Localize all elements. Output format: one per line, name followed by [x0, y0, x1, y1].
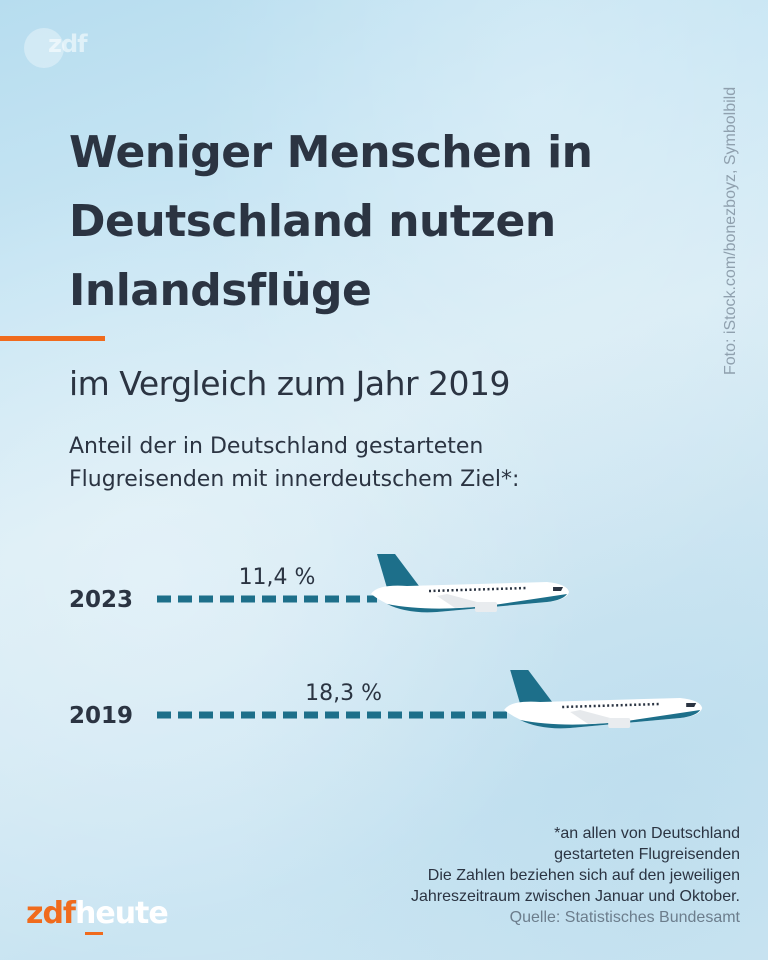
description-line: Flugreisenden mit innerdeutschem Ziel*: [69, 467, 520, 492]
chart: 2023 11,4 % 2019 18,3 % [69, 554, 703, 729]
footnote-line: Die Zahlen beziehen sich auf den jeweili… [427, 867, 740, 884]
title-line: Inlandsflüge [69, 265, 372, 316]
description-line: Anteil der in Deutschland gestarteten [69, 434, 484, 459]
value-label: 18,3 % [305, 681, 382, 706]
plane-windows [562, 702, 661, 709]
page-title: Weniger Menschen in Deutschland nutzen I… [69, 118, 689, 325]
zdf-watermark-text: zdf [48, 30, 88, 58]
source-note: Quelle: Statistisches Bundesamt [509, 909, 740, 926]
plane-stripe [520, 710, 701, 729]
airplane-icon [371, 554, 570, 613]
category-label: 2023 [69, 587, 133, 613]
footnote-line: *an allen von Deutschland [554, 825, 740, 842]
plane-cockpit [686, 703, 697, 707]
title-line: Deutschland nutzen [69, 196, 556, 247]
category-label: 2019 [69, 703, 133, 729]
plane-stripe [387, 594, 568, 613]
plane-tail [510, 670, 553, 704]
plane-fuselage [504, 698, 703, 729]
plane-engine [475, 602, 498, 612]
footnote: *an allen von Deutschland gestarteten Fl… [411, 823, 740, 928]
logo-underline [85, 932, 103, 935]
zdf-watermark-icon [24, 28, 64, 68]
zdfheute-logo: zdfheute [26, 896, 169, 935]
accent-divider [0, 336, 105, 341]
chart-description: Anteil der in Deutschland gestarteten Fl… [69, 430, 689, 496]
footnote-line: Jahreszeitraum zwischen Januar und Oktob… [410, 888, 740, 905]
subtitle: im Vergleich zum Jahr 2019 [69, 364, 511, 403]
footnote-line: gestarteten Flugreisenden [554, 846, 740, 863]
airplane-icon [504, 670, 703, 729]
photo-credit: Foto: iStock.com/bonezboyz, Symbolbild [722, 86, 739, 375]
plane-engine [608, 718, 631, 728]
value-label: 11,4 % [239, 565, 316, 590]
title-line: Weniger Menschen in [69, 127, 593, 178]
logo-zdf: zdf [26, 896, 76, 931]
chart-row: 2019 18,3 % [69, 670, 703, 729]
plane-windows [428, 586, 528, 593]
logo-heute: heute [75, 896, 169, 931]
plane-cockpit [553, 587, 564, 591]
plane-fuselage [371, 582, 570, 613]
chart-row: 2023 11,4 % [69, 554, 570, 613]
plane-tail [377, 554, 420, 588]
